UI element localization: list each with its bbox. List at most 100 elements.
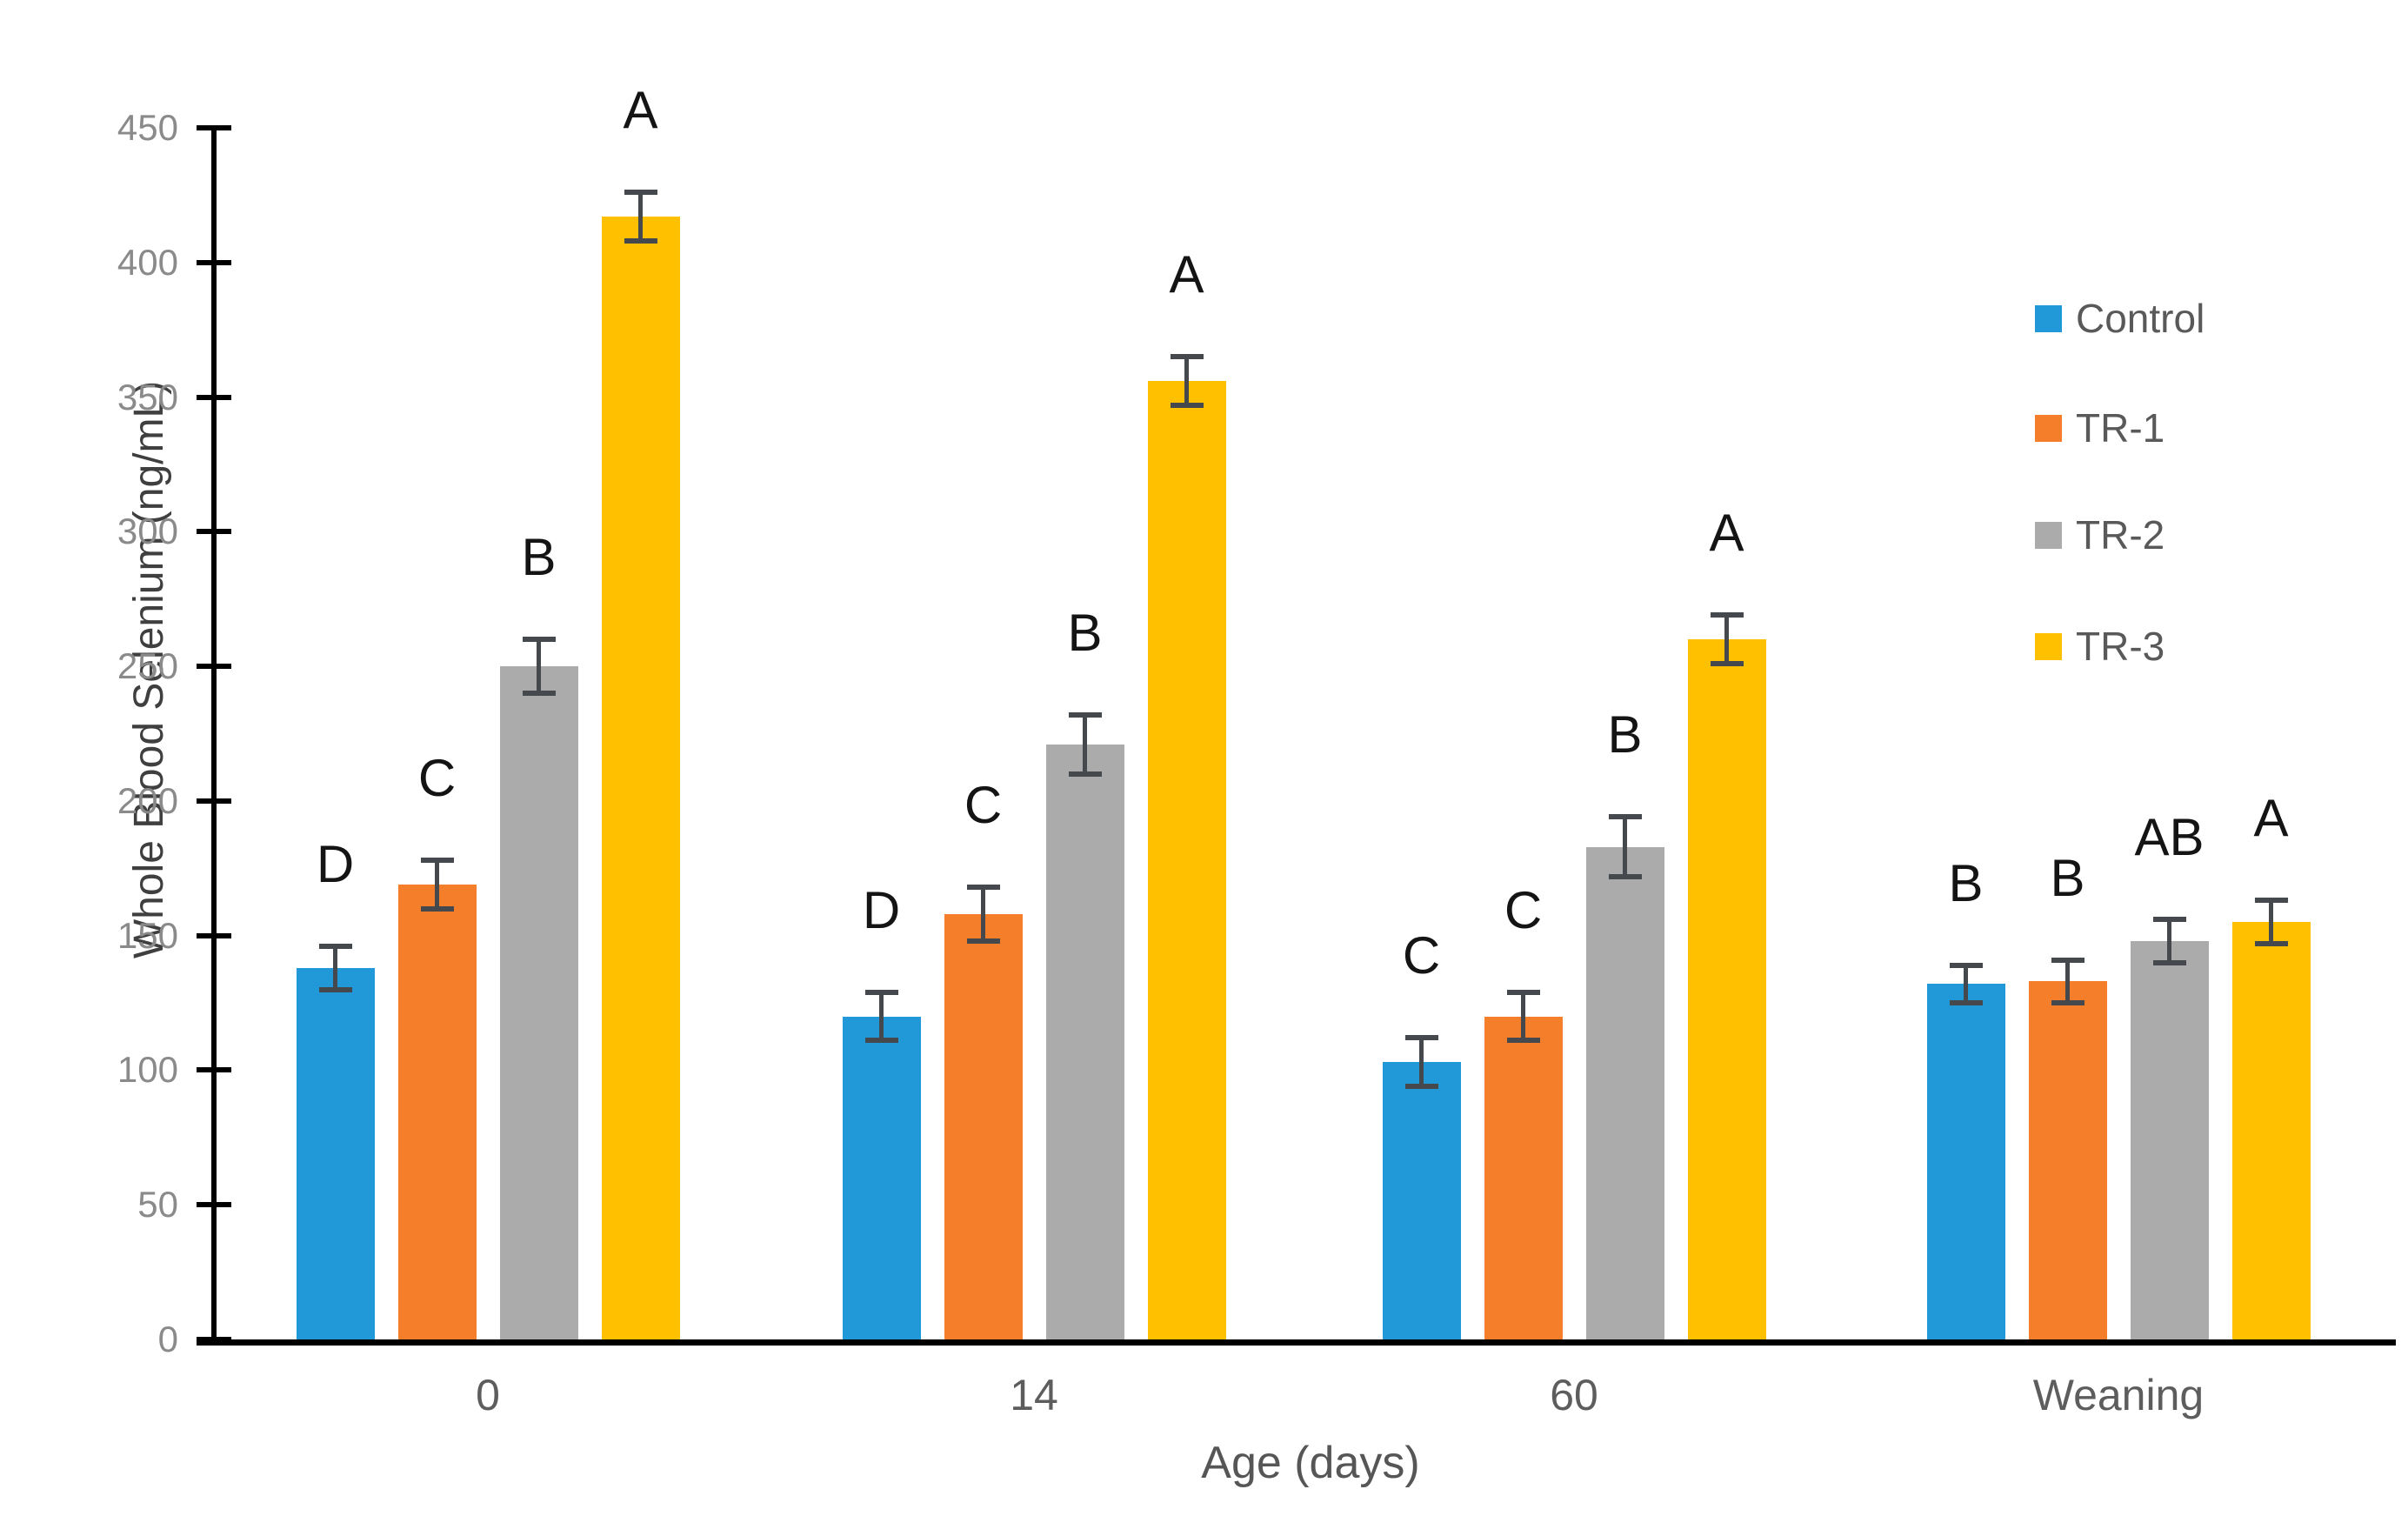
bar-tr-3-14 bbox=[1147, 380, 1226, 1339]
y-tick-label: 100 bbox=[117, 1049, 178, 1091]
error-bar-line bbox=[1724, 615, 1729, 664]
x-axis-line bbox=[197, 1339, 2396, 1346]
bar-tr-1-weaning bbox=[2028, 981, 2107, 1339]
significance-letter: A bbox=[1169, 245, 1204, 304]
bar-tr-2-60 bbox=[1585, 846, 1664, 1339]
error-bar-line bbox=[333, 946, 337, 990]
bar-tr-3-60 bbox=[1687, 639, 1766, 1339]
error-bar-cap-top bbox=[2152, 917, 2186, 923]
error-bar-cap-top bbox=[1404, 1035, 1438, 1041]
legend-swatch-icon bbox=[2035, 521, 2062, 549]
x-category-label: 14 bbox=[1010, 1371, 1058, 1419]
legend-label: TR-3 bbox=[2076, 624, 2165, 669]
y-tick-mark bbox=[197, 932, 231, 938]
significance-letter: B bbox=[1607, 705, 1643, 765]
error-bar-cap-top bbox=[318, 944, 352, 950]
error-bar-cap-bottom bbox=[624, 238, 657, 244]
x-axis-title: Age (days) bbox=[1201, 1438, 1420, 1488]
y-tick-label: 400 bbox=[117, 241, 178, 283]
error-bar-cap-top bbox=[1506, 989, 1540, 995]
error-bar-cap-bottom bbox=[1506, 1038, 1540, 1044]
error-bar-cap-bottom bbox=[522, 691, 556, 697]
significance-letter: A bbox=[1709, 504, 1744, 563]
y-axis-line bbox=[211, 125, 217, 1346]
bar-tr-1-14 bbox=[944, 913, 1023, 1339]
legend-label: TR-2 bbox=[2076, 512, 2165, 558]
error-bar-cap-top bbox=[420, 857, 454, 863]
error-bar-line bbox=[2167, 919, 2171, 963]
error-bar-cap-bottom bbox=[1068, 771, 1102, 777]
significance-letter: C bbox=[964, 775, 1003, 834]
significance-letter: C bbox=[1402, 926, 1441, 985]
bar-tr-1-60 bbox=[1484, 1016, 1563, 1339]
significance-letter: C bbox=[417, 748, 457, 807]
error-bar-line bbox=[2269, 900, 2273, 944]
bar-tr-2-14 bbox=[1045, 744, 1124, 1339]
bar-tr-2-0 bbox=[499, 666, 578, 1339]
significance-letter: D bbox=[862, 880, 901, 939]
error-bar-cap-top bbox=[1170, 354, 1204, 360]
significance-letter: AB bbox=[2134, 808, 2205, 867]
significance-letter: B bbox=[1948, 853, 1984, 912]
bar-tr-3-0 bbox=[601, 217, 680, 1339]
y-tick-label: 200 bbox=[117, 779, 178, 821]
error-bar-cap-top bbox=[2051, 957, 2084, 963]
y-tick-mark bbox=[197, 529, 231, 535]
y-tick-label: 350 bbox=[117, 376, 178, 417]
error-bar-cap-bottom bbox=[1608, 873, 1642, 879]
legend-item-tr-3: TR-3 bbox=[2035, 624, 2165, 669]
y-tick-mark bbox=[197, 1337, 231, 1342]
bar-tr-2-weaning bbox=[2130, 940, 2209, 1339]
bar-control-0 bbox=[296, 967, 375, 1339]
error-bar-line bbox=[2065, 959, 2070, 1004]
error-bar-cap-bottom bbox=[1170, 402, 1204, 408]
error-bar-line bbox=[435, 859, 439, 909]
y-tick-mark bbox=[197, 259, 231, 265]
y-tick-mark bbox=[197, 1067, 231, 1073]
error-bar-cap-top bbox=[1949, 962, 1983, 968]
error-bar-line bbox=[537, 639, 541, 694]
legend-label: Control bbox=[2076, 296, 2205, 341]
significance-letter: A bbox=[2253, 789, 2289, 848]
error-bar-cap-bottom bbox=[864, 1038, 898, 1044]
legend-item-tr-1: TR-1 bbox=[2035, 405, 2165, 451]
significance-letter: C bbox=[1504, 880, 1543, 939]
y-tick-mark bbox=[197, 664, 231, 670]
y-tick-mark bbox=[197, 1202, 231, 1208]
bar-control-weaning bbox=[1926, 984, 2005, 1339]
bar-control-14 bbox=[842, 1016, 921, 1339]
error-bar-cap-top bbox=[966, 884, 1000, 890]
error-bar-line bbox=[638, 192, 643, 241]
error-bar-line bbox=[1419, 1038, 1424, 1087]
bar-tr-1-0 bbox=[397, 884, 477, 1339]
error-bar-line bbox=[1184, 357, 1189, 405]
error-bar-line bbox=[1964, 965, 1968, 1004]
legend-item-control: Control bbox=[2035, 296, 2205, 341]
legend-item-tr-2: TR-2 bbox=[2035, 512, 2165, 558]
bar-tr-3-weaning bbox=[2231, 922, 2311, 1339]
error-bar-line bbox=[879, 992, 884, 1041]
error-bar-line bbox=[981, 886, 985, 941]
y-tick-label: 150 bbox=[117, 914, 178, 956]
significance-letter: A bbox=[623, 81, 658, 140]
legend-swatch-icon bbox=[2035, 414, 2062, 442]
bar-control-60 bbox=[1382, 1062, 1461, 1339]
significance-letter: D bbox=[316, 835, 355, 894]
significance-letter: B bbox=[1067, 603, 1103, 662]
error-bar-cap-bottom bbox=[318, 986, 352, 992]
x-category-label: Weaning bbox=[2032, 1371, 2205, 1419]
y-tick-mark bbox=[197, 394, 231, 400]
error-bar-line bbox=[1083, 714, 1087, 774]
significance-letter: B bbox=[521, 528, 557, 587]
x-category-label: 60 bbox=[1550, 1371, 1598, 1419]
error-bar-cap-bottom bbox=[420, 905, 454, 912]
error-bar-cap-bottom bbox=[1404, 1084, 1438, 1090]
error-bar-cap-bottom bbox=[1710, 661, 1744, 666]
error-bar-cap-bottom bbox=[966, 938, 1000, 944]
y-tick-label: 300 bbox=[117, 511, 178, 552]
error-bar-cap-bottom bbox=[2152, 959, 2186, 965]
error-bar-cap-top bbox=[1710, 612, 1744, 618]
error-bar-cap-bottom bbox=[2254, 940, 2288, 946]
legend-swatch-icon bbox=[2035, 304, 2062, 332]
